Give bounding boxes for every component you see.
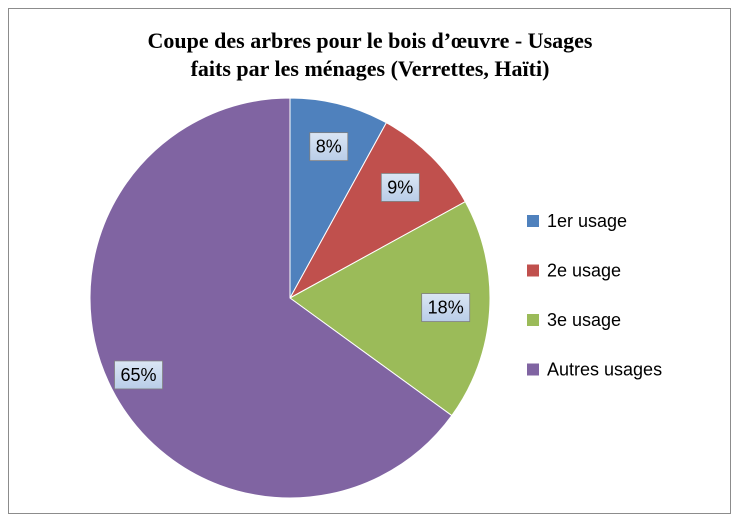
legend-label: 3e usage [547,310,621,330]
data-label-box [380,173,420,202]
legend-label: Autres usages [547,359,662,379]
data-label-box [114,360,163,390]
legend-swatch [527,264,539,277]
data-label: 9% [387,177,413,197]
data-label-box [421,293,471,322]
pie-slice [289,200,491,417]
data-label-box [309,132,349,162]
data-label: 65% [121,365,157,385]
data-label: 18% [428,298,464,318]
pie-slice [89,97,453,499]
data-label: 8% [316,137,342,157]
legend-swatch [527,215,539,227]
legend-label: 1er usage [547,211,627,231]
pie-slice [288,122,466,300]
chart-title: Coupe des arbres pour le bois d’œuvre - … [148,28,593,53]
legend-swatch [527,314,539,326]
legend-swatch [527,363,539,376]
chart-title: faits par les ménages (Verrettes, Haïti) [191,56,550,81]
legend-label: 2e usage [547,260,621,280]
